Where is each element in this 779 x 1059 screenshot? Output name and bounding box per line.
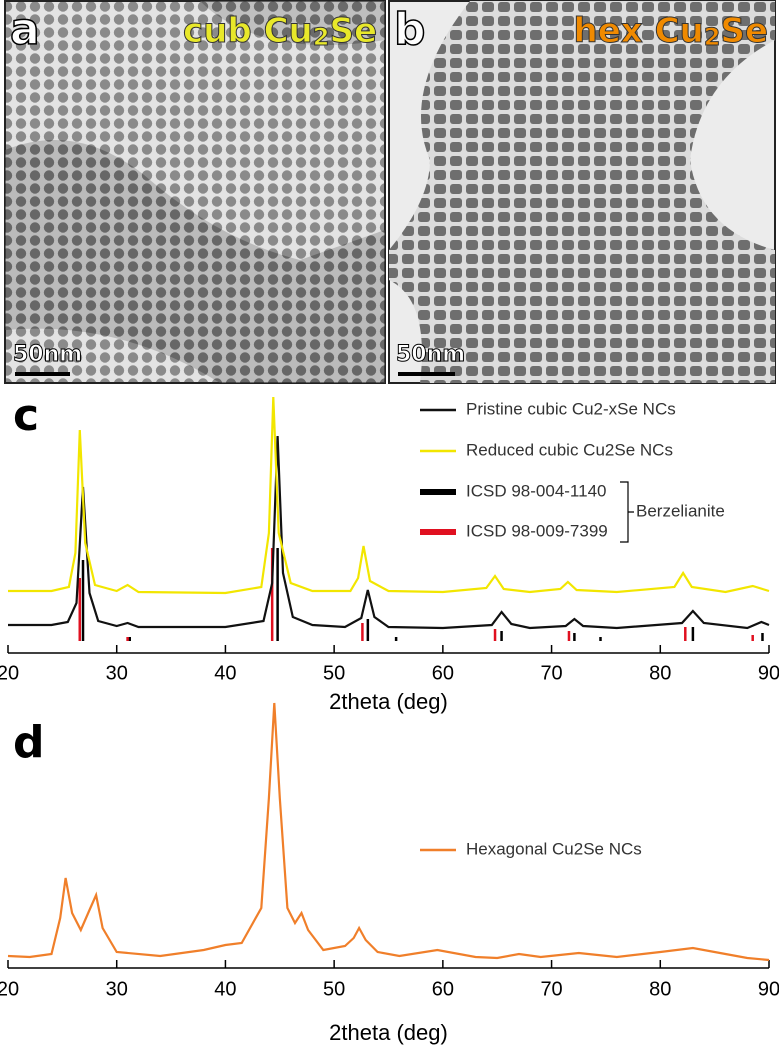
panel-label: cub Cu2Se	[183, 11, 377, 52]
panel-letter: b	[394, 4, 426, 55]
x-tick-label: 30	[106, 978, 128, 1000]
x-tick-label: 20	[0, 662, 19, 684]
x-tick-label: 80	[649, 662, 671, 684]
x-tick-label: 90	[758, 978, 779, 1000]
tem-image-a	[4, 0, 386, 384]
spectrum-line	[7, 702, 770, 962]
scale-label: 50nm	[396, 342, 465, 367]
x-tick-label: 60	[432, 662, 454, 684]
x-axis-label: 2theta (deg)	[329, 689, 448, 714]
spectrum-line	[8, 396, 770, 595]
x-tick-label: 50	[323, 662, 345, 684]
x-tick-label: 90	[758, 662, 779, 684]
tem-image-b	[388, 0, 776, 384]
panel-letter: c	[13, 390, 39, 441]
legend-label: ICSD 98-009-7399	[466, 521, 608, 540]
x-axis-label: 2theta (deg)	[329, 1020, 448, 1045]
x-tick-label: 60	[432, 978, 454, 1000]
x-tick-label: 70	[540, 978, 562, 1000]
panel-label: hex Cu2Se	[574, 11, 768, 52]
scale-label: 50nm	[13, 342, 82, 367]
x-tick-label: 20	[0, 978, 19, 1000]
x-tick-label: 40	[214, 978, 236, 1000]
x-tick-label: 50	[323, 978, 345, 1000]
legend-label: Reduced cubic Cu2Se NCs	[466, 440, 673, 459]
annotation: Berzelianite	[636, 501, 725, 520]
panel-letter: d	[13, 717, 45, 768]
legend-label: Pristine cubic Cu2-xSe NCs	[466, 399, 676, 418]
legend-label: Hexagonal Cu2Se NCs	[466, 839, 642, 858]
x-tick-label: 80	[649, 978, 671, 1000]
legend-label: ICSD 98-004-1140	[466, 481, 607, 500]
spectrum-line	[8, 435, 770, 630]
panel-letter: a	[10, 4, 40, 55]
x-tick-label: 40	[214, 662, 236, 684]
x-tick-label: 70	[540, 662, 562, 684]
x-tick-label: 30	[106, 662, 128, 684]
bracket	[620, 481, 634, 543]
